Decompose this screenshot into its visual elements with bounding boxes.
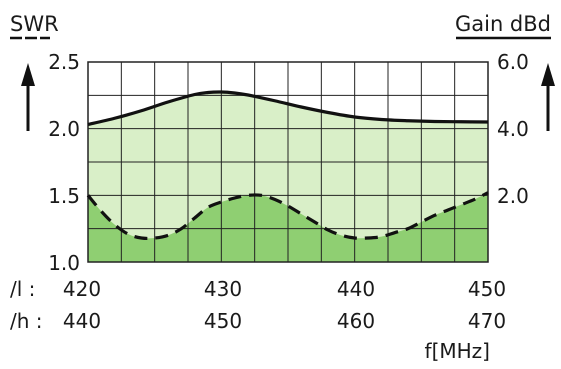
right-tick-labels: 6.0 4.0 2.0	[497, 50, 529, 208]
plot-lines	[86, 90, 489, 241]
x-tick-label: 460	[337, 309, 375, 333]
left-tick-labels: 2.5 2.0 1.5 1.0	[48, 50, 80, 275]
left-axis-title: SWR	[10, 12, 59, 36]
x-tick-label: 470	[468, 309, 506, 333]
right-axis-arrow	[541, 63, 555, 131]
left-tick-label: 1.0	[48, 251, 80, 275]
x-axis-row-high: /h : 440 450 460 470	[10, 309, 506, 333]
x-row-prefix: /l :	[10, 277, 35, 301]
x-tick-label: 450	[468, 277, 506, 301]
x-axis-unit-label: f[MHz]	[425, 339, 490, 363]
right-tick-label: 2.0	[497, 184, 529, 208]
left-tick-label: 1.5	[48, 184, 80, 208]
right-tick-label: 6.0	[497, 50, 529, 74]
x-tick-label: 430	[204, 277, 242, 301]
gain-line	[87, 90, 489, 127]
x-tick-label: 450	[204, 309, 242, 333]
x-row-prefix: /h :	[10, 309, 43, 333]
x-axis-row-low: /l : 420 430 440 450	[10, 277, 506, 301]
left-tick-label: 2.5	[48, 50, 80, 74]
right-axis-title: Gain dBd	[455, 12, 551, 36]
right-tick-label: 4.0	[497, 117, 529, 141]
left-tick-label: 2.0	[48, 117, 80, 141]
x-tick-label: 440	[337, 277, 375, 301]
x-tick-label: 440	[63, 309, 101, 333]
x-tick-label: 420	[63, 277, 101, 301]
left-axis-arrow	[21, 63, 35, 131]
plot-grid	[87, 61, 489, 263]
plot-frame	[87, 61, 489, 263]
